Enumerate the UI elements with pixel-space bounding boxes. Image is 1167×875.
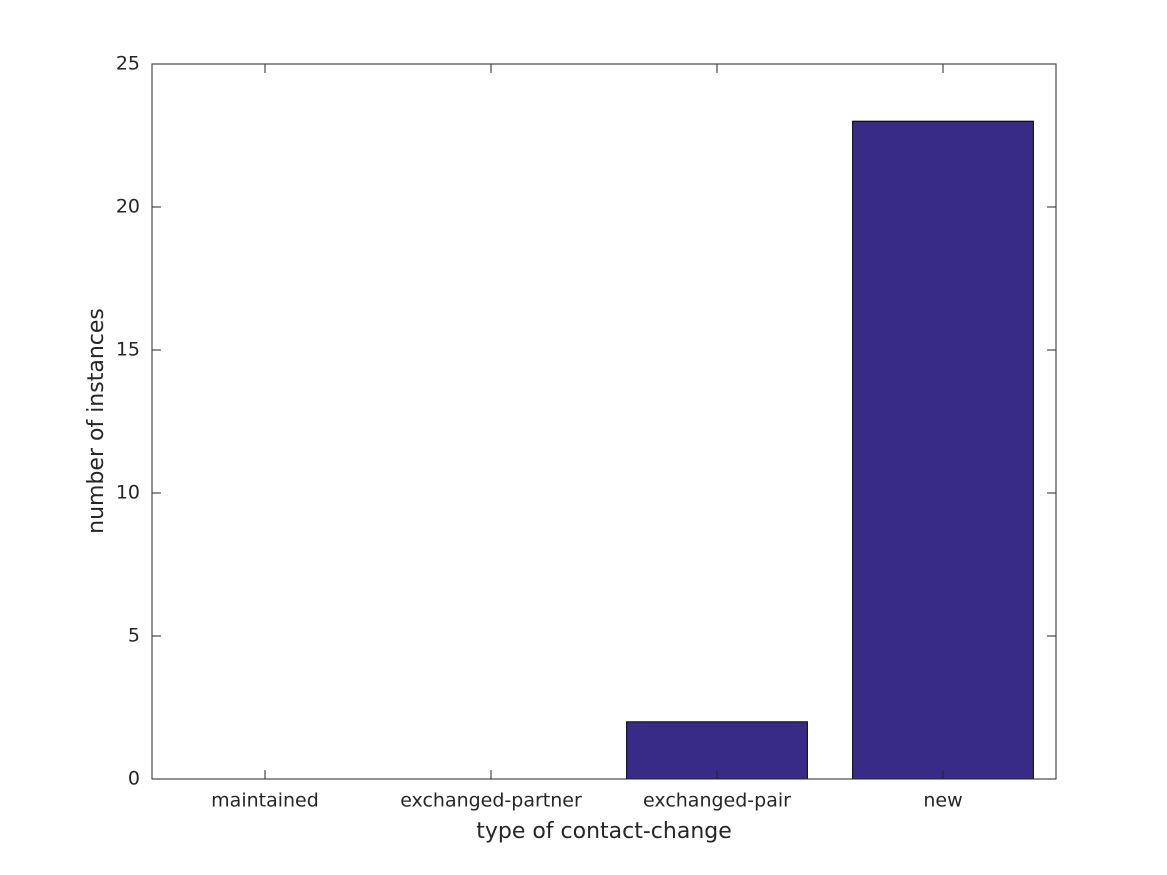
- y-tick-label: 0: [128, 768, 140, 790]
- y-axis-label: number of instances: [84, 308, 109, 534]
- x-tick-label: exchanged-partner: [400, 790, 582, 812]
- y-tick-label: 5: [128, 625, 140, 647]
- y-tick-label: 15: [116, 339, 140, 361]
- y-tick-label: 20: [116, 196, 140, 218]
- x-tick-label: exchanged-pair: [643, 790, 791, 812]
- axes-box: [151, 63, 1057, 780]
- y-tick-label: 25: [116, 53, 140, 75]
- x-tick-label: new: [923, 790, 962, 812]
- y-tick-label: 10: [116, 482, 140, 504]
- bar: [852, 120, 1034, 780]
- x-axis-label: type of contact-change: [476, 819, 732, 844]
- x-tick-label: maintained: [211, 790, 319, 812]
